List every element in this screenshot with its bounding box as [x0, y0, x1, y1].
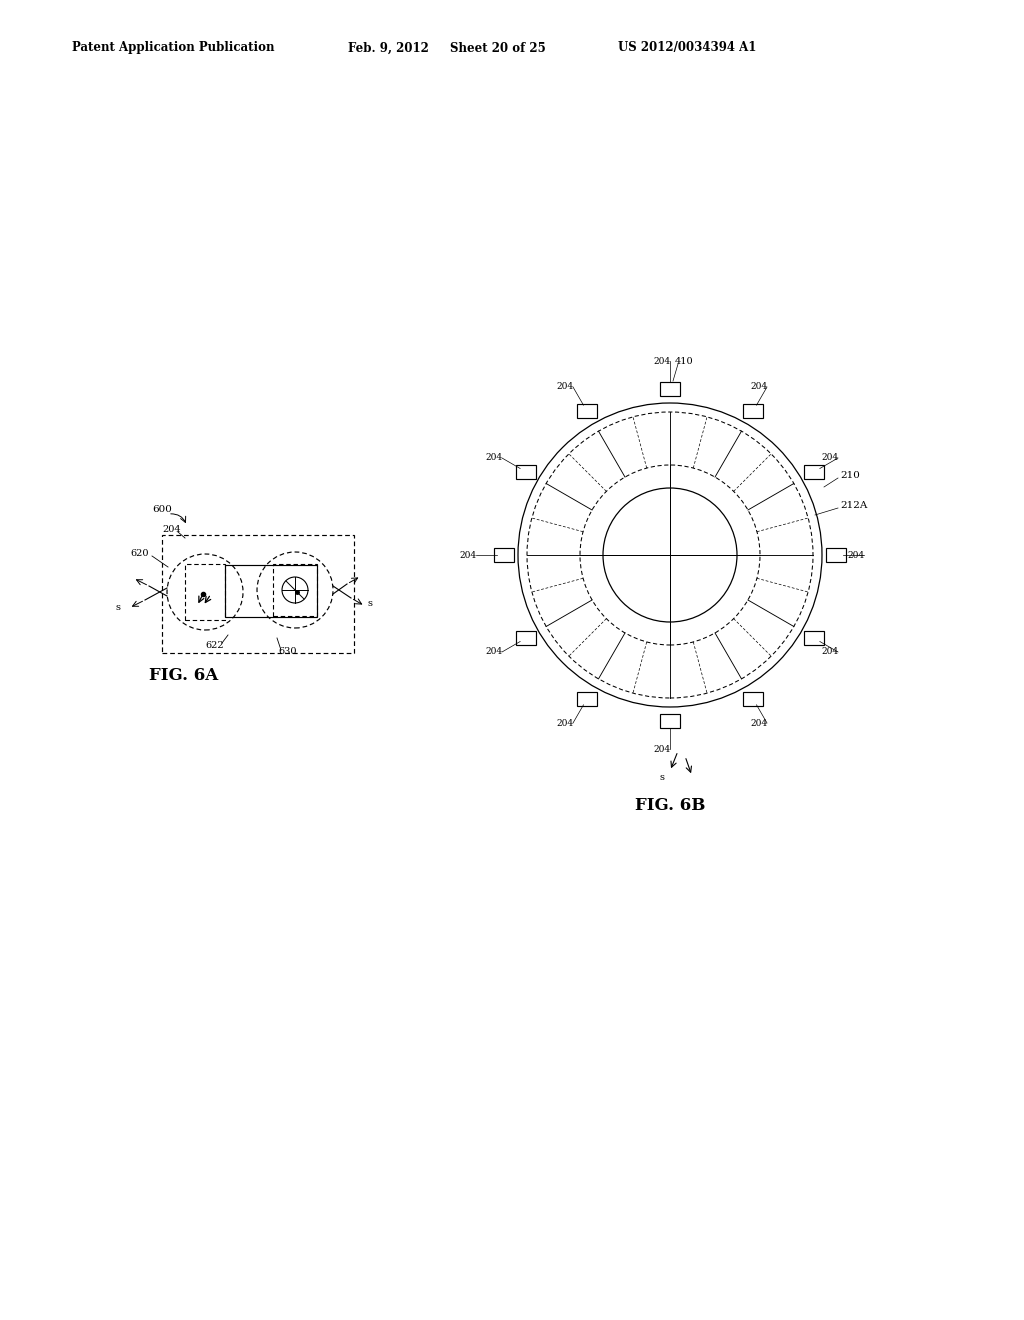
- Bar: [804, 465, 823, 479]
- Text: s: s: [115, 603, 120, 612]
- Text: s: s: [367, 599, 372, 609]
- Bar: [516, 631, 537, 645]
- Text: 204: 204: [653, 356, 671, 366]
- Text: 204: 204: [485, 454, 503, 462]
- Text: 622: 622: [205, 640, 223, 649]
- Bar: [185, 564, 225, 620]
- Text: 204: 204: [556, 383, 573, 392]
- Text: 204: 204: [751, 718, 768, 727]
- Bar: [804, 631, 823, 645]
- Text: Sheet 20 of 25: Sheet 20 of 25: [450, 41, 546, 54]
- Text: 620: 620: [130, 549, 148, 557]
- Bar: [826, 548, 846, 562]
- Text: 204: 204: [821, 648, 839, 656]
- Text: 204: 204: [821, 454, 839, 462]
- Text: 204: 204: [848, 550, 864, 560]
- Text: 204: 204: [751, 383, 768, 392]
- Text: FIG. 6A: FIG. 6A: [150, 667, 219, 684]
- Text: 410: 410: [675, 356, 693, 366]
- Text: 204: 204: [556, 718, 573, 727]
- Bar: [743, 692, 763, 706]
- Bar: [162, 535, 354, 653]
- Text: 204: 204: [485, 648, 503, 656]
- Text: 204: 204: [460, 550, 476, 560]
- Text: Feb. 9, 2012: Feb. 9, 2012: [348, 41, 429, 54]
- Bar: [743, 404, 763, 418]
- Bar: [577, 692, 597, 706]
- Text: 630: 630: [278, 648, 297, 656]
- Text: 600: 600: [152, 506, 172, 515]
- Bar: [660, 714, 680, 729]
- Bar: [273, 564, 317, 616]
- Text: s: s: [660, 774, 665, 783]
- Bar: [660, 381, 680, 396]
- Text: FIG. 6B: FIG. 6B: [635, 797, 706, 814]
- Bar: [225, 565, 317, 616]
- Text: 204: 204: [653, 744, 671, 754]
- Text: 204: 204: [162, 525, 180, 535]
- Bar: [577, 404, 597, 418]
- Text: 212A: 212A: [840, 500, 867, 510]
- Bar: [516, 465, 537, 479]
- Text: US 2012/0034394 A1: US 2012/0034394 A1: [618, 41, 757, 54]
- Text: 210: 210: [840, 470, 860, 479]
- Bar: [494, 548, 514, 562]
- Text: Patent Application Publication: Patent Application Publication: [72, 41, 274, 54]
